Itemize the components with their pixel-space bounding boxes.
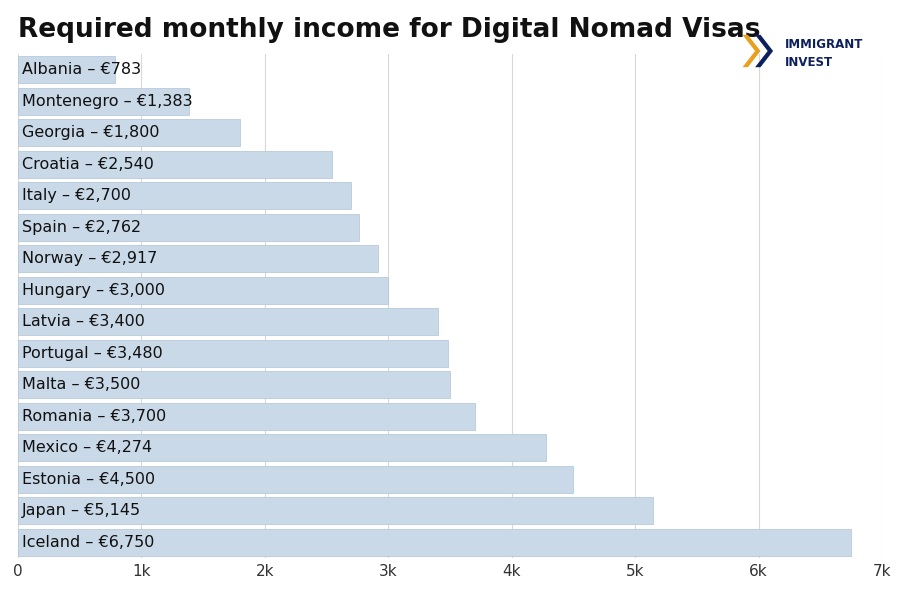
Polygon shape (755, 35, 773, 67)
Text: Montenegro – €1,383: Montenegro – €1,383 (22, 94, 193, 109)
Text: Malta – €3,500: Malta – €3,500 (22, 377, 140, 392)
Bar (18, 371, 450, 398)
Text: Italy – €2,700: Italy – €2,700 (22, 188, 130, 203)
Bar (18, 340, 447, 367)
Bar (18, 497, 653, 524)
Bar (18, 466, 573, 493)
Text: Norway – €2,917: Norway – €2,917 (22, 251, 158, 266)
Polygon shape (742, 35, 760, 67)
Text: INVEST: INVEST (785, 56, 832, 70)
Text: Hungary – €3,000: Hungary – €3,000 (22, 283, 165, 298)
Bar (18, 434, 545, 461)
Text: Latvia – €3,400: Latvia – €3,400 (22, 314, 145, 329)
Bar (18, 529, 851, 556)
Bar (18, 277, 388, 304)
Text: Estonia – €4,500: Estonia – €4,500 (22, 472, 155, 487)
Bar (18, 88, 189, 115)
Bar (18, 56, 114, 83)
Text: Spain – €2,762: Spain – €2,762 (22, 220, 140, 235)
Bar (18, 214, 359, 241)
Text: Iceland – €6,750: Iceland – €6,750 (22, 535, 154, 550)
Text: Albania – €783: Albania – €783 (22, 62, 140, 77)
Text: Japan – €5,145: Japan – €5,145 (22, 503, 140, 518)
Text: Georgia – €1,800: Georgia – €1,800 (22, 125, 159, 140)
Bar (18, 245, 378, 272)
Text: Mexico – €4,274: Mexico – €4,274 (22, 440, 152, 455)
Bar (18, 119, 240, 146)
Bar (18, 151, 331, 178)
Bar (18, 182, 351, 209)
Text: Croatia – €2,540: Croatia – €2,540 (22, 157, 154, 172)
Bar (18, 308, 437, 335)
Bar (18, 403, 474, 430)
Text: Portugal – €3,480: Portugal – €3,480 (22, 346, 163, 361)
Text: Romania – €3,700: Romania – €3,700 (22, 409, 166, 424)
Text: Required monthly income for Digital Nomad Visas: Required monthly income for Digital Noma… (18, 17, 760, 43)
Text: IMMIGRANT: IMMIGRANT (785, 38, 863, 52)
